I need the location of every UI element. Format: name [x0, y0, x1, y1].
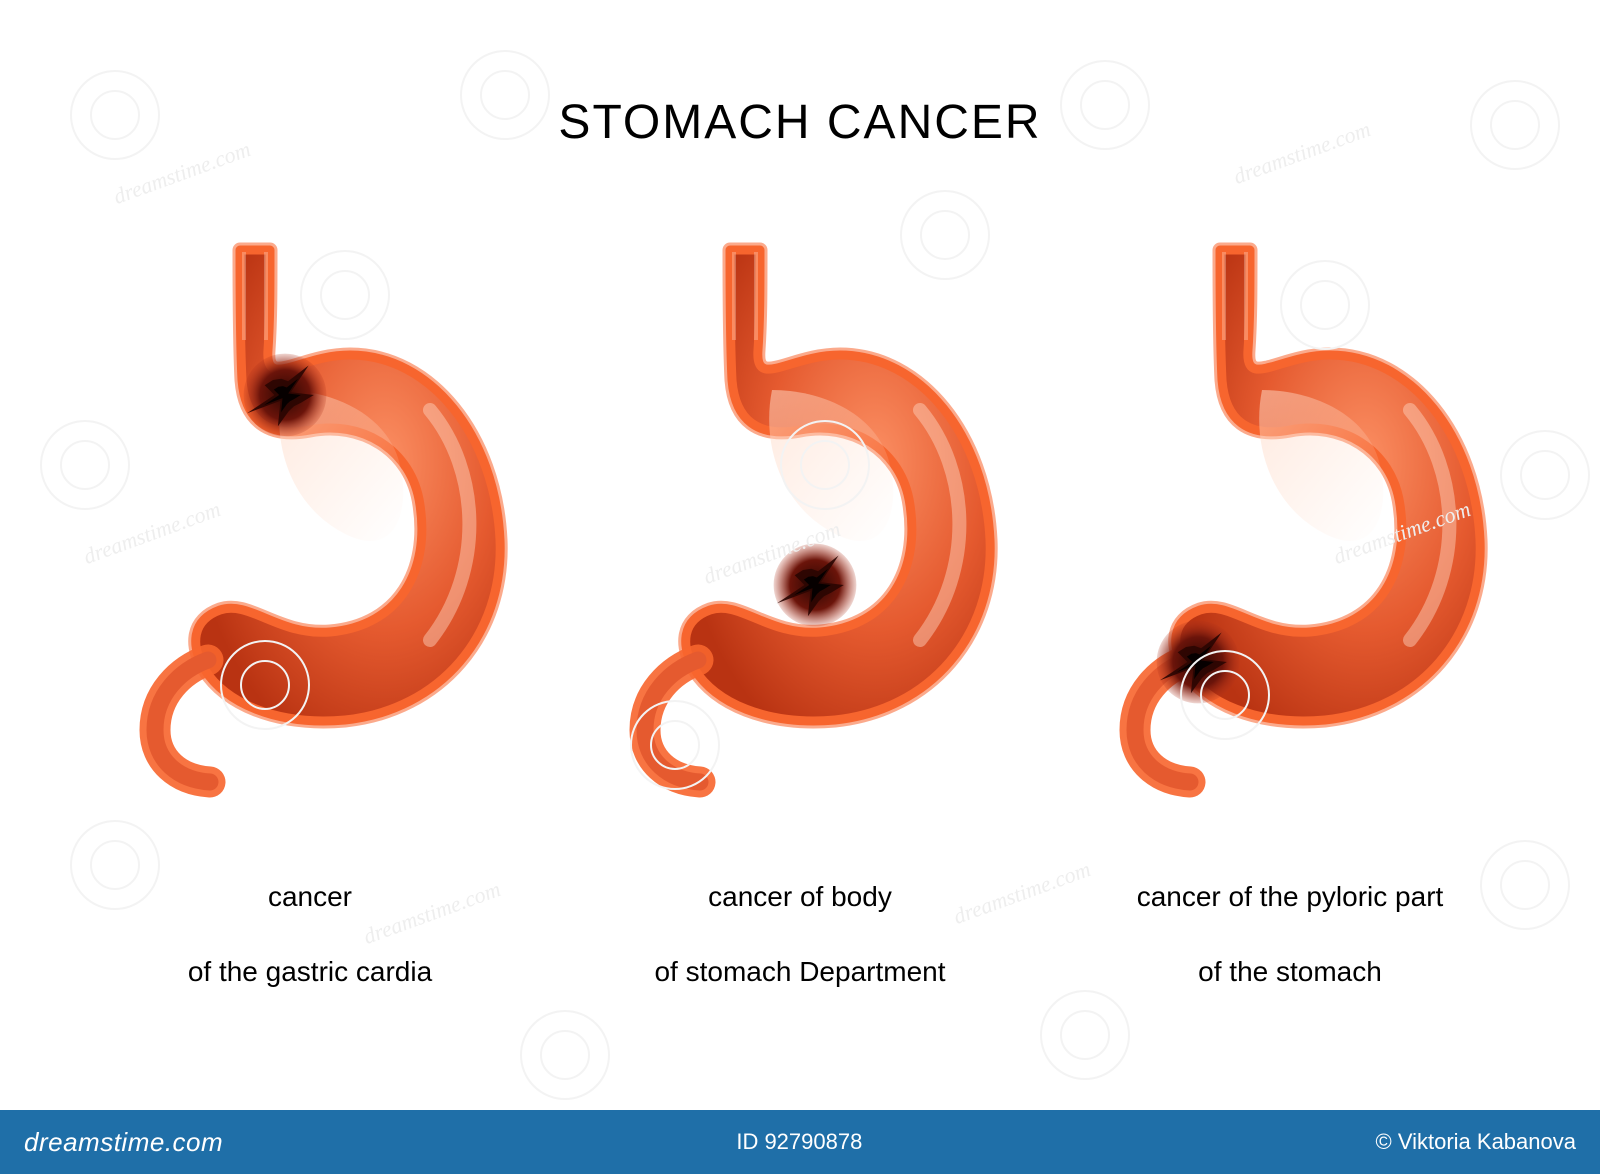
caption-body: cancer of body of stomach Department: [654, 840, 945, 991]
panel-cardia: cancer of the gastric cardia: [100, 240, 520, 991]
footer-credit: © Viktoria Kabanova: [1376, 1129, 1576, 1155]
caption-cardia: cancer of the gastric cardia: [188, 840, 432, 991]
stomach-pyloric-icon: [1080, 240, 1500, 800]
footer-id: ID 92790878: [736, 1129, 862, 1155]
caption-pyloric: cancer of the pyloric part of the stomac…: [1137, 840, 1444, 991]
caption-pyloric-line2: of the stomach: [1198, 956, 1382, 987]
diagram-title: STOMACH CANCER: [0, 95, 1600, 150]
footer-logo: dreamstime.com: [24, 1127, 223, 1158]
stomach-cardia-icon: [100, 240, 520, 800]
caption-body-line1: cancer of body: [708, 881, 892, 912]
watermark-spiral: [1040, 990, 1130, 1080]
watermark-spiral: [1500, 430, 1590, 520]
caption-body-line2: of stomach Department: [654, 956, 945, 987]
footer-bar: dreamstime.com ID 92790878 © Viktoria Ka…: [0, 1110, 1600, 1174]
watermark-spiral: [520, 1010, 610, 1100]
caption-pyloric-line1: cancer of the pyloric part: [1137, 881, 1444, 912]
panel-pyloric: cancer of the pyloric part of the stomac…: [1080, 240, 1500, 991]
stomach-body-icon: [590, 240, 1010, 800]
panel-body: cancer of body of stomach Department: [590, 240, 1010, 991]
panels-row: cancer of the gastric cardia: [100, 240, 1500, 991]
caption-cardia-line2: of the gastric cardia: [188, 956, 432, 987]
caption-cardia-line1: cancer: [268, 881, 352, 912]
